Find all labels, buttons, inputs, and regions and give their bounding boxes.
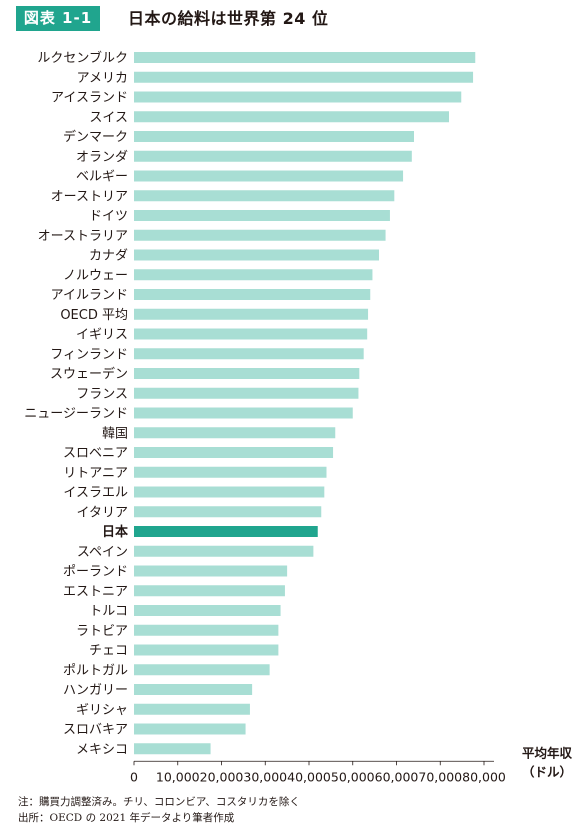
category-label: スペイン <box>77 545 128 560</box>
category-label: ドイツ <box>89 209 128 224</box>
figure-badge: 図表 1-1 <box>16 6 100 31</box>
footnote: 注：購買力調整済み。チリ、コロンビア、コスタリカを除く <box>18 796 300 808</box>
bar <box>134 348 364 360</box>
bar <box>134 447 334 458</box>
bar <box>134 190 395 202</box>
category-label: 日本 <box>102 524 128 540</box>
category-label: ハンガリー <box>63 683 128 698</box>
bar <box>134 407 353 419</box>
bar <box>134 684 253 695</box>
source-note: 出所：OECD の 2021 年データより筆者作成 <box>18 812 235 824</box>
bar <box>134 585 285 597</box>
bar <box>134 743 211 755</box>
category-label: エストニア <box>63 584 128 599</box>
category-label: ポルトガル <box>63 663 128 678</box>
category-label: チェコ <box>89 644 128 659</box>
bar <box>134 506 322 518</box>
bar <box>134 71 474 83</box>
x-tick-label: 60,000 <box>375 769 419 784</box>
category-label: ニュージーランド <box>24 407 128 422</box>
bar <box>134 229 386 241</box>
category-label: スイス <box>89 110 128 125</box>
bar <box>134 269 373 281</box>
category-label: 韓国 <box>102 426 128 441</box>
category-label: ルクセンブルク <box>37 50 128 66</box>
bar <box>134 150 412 162</box>
category-label: ベルギー <box>76 170 128 185</box>
bar <box>134 723 246 735</box>
category-label: スウェーデン <box>50 366 128 382</box>
category-label: デンマーク <box>63 129 128 145</box>
bar <box>134 565 288 577</box>
bar <box>134 210 390 221</box>
category-label: カナダ <box>89 249 128 264</box>
bar <box>134 466 327 478</box>
bar <box>134 664 270 676</box>
category-label: イスラエル <box>63 486 128 501</box>
bar <box>134 170 404 182</box>
category-label: オランダ <box>76 150 128 165</box>
category-label: イギリス <box>76 328 128 343</box>
x-tick-label: 80,000 <box>462 769 506 784</box>
bar <box>134 486 325 498</box>
category-label: メキシコ <box>76 742 128 757</box>
category-label: ギリシャ <box>76 703 128 718</box>
bar <box>134 111 449 123</box>
bar <box>134 605 281 616</box>
bar-highlight <box>134 526 318 537</box>
bar <box>134 289 371 300</box>
category-label: ノルウェー <box>63 268 128 283</box>
bar <box>134 644 279 656</box>
x-tick-label: 30,000 <box>243 769 287 784</box>
x-axis-unit-label: （ドル） <box>522 764 572 779</box>
category-label: オーストリア <box>51 189 128 204</box>
bar <box>134 545 314 557</box>
x-tick-label: 50,000 <box>331 769 375 784</box>
chart-title: 日本の給料は世界第 24 位 <box>128 9 329 28</box>
category-label: フィンランド <box>50 347 128 362</box>
x-tick-label: 40,000 <box>287 769 331 784</box>
category-label: オーストラリア <box>38 229 128 244</box>
x-axis-unit-label: 平均年収 <box>522 745 573 760</box>
category-label: スロベニア <box>63 446 128 461</box>
category-label: スロバキア <box>63 723 128 738</box>
bar <box>134 703 250 715</box>
category-label: ラトビア <box>76 624 128 639</box>
bar <box>134 387 359 399</box>
category-label: アイルランド <box>51 288 128 303</box>
x-tick-label: 20,000 <box>200 769 244 784</box>
bar <box>134 131 414 142</box>
category-label: OECD 平均 <box>60 308 128 323</box>
category-label: リトアニア <box>63 466 128 481</box>
bar <box>134 368 360 379</box>
bar <box>134 91 462 103</box>
x-tick-label: 10,000 <box>156 769 200 784</box>
category-label: アイスランド <box>51 91 128 106</box>
category-label: トルコ <box>89 604 128 619</box>
bar-chart: ルクセンブルクアメリカアイスランドスイスデンマークオランダベルギーオーストリアド… <box>24 50 573 784</box>
category-label: フランス <box>76 387 128 402</box>
bar <box>134 308 369 320</box>
category-label: ポーランド <box>63 565 128 580</box>
chart-header: 図表 1-1 日本の給料は世界第 24 位 <box>0 0 582 36</box>
chart-footer: 注：購買力調整済み。チリ、コロンビア、コスタリカを除く 出所：OECD の 20… <box>18 794 300 826</box>
bar <box>134 52 476 63</box>
x-tick-label: 0 <box>130 769 138 784</box>
bar <box>134 328 368 340</box>
x-tick-label: 70,000 <box>418 769 462 784</box>
category-label: イタリア <box>77 505 128 520</box>
bar <box>134 427 336 439</box>
bar <box>134 249 379 261</box>
bar <box>134 624 279 636</box>
category-label: アメリカ <box>77 71 128 86</box>
